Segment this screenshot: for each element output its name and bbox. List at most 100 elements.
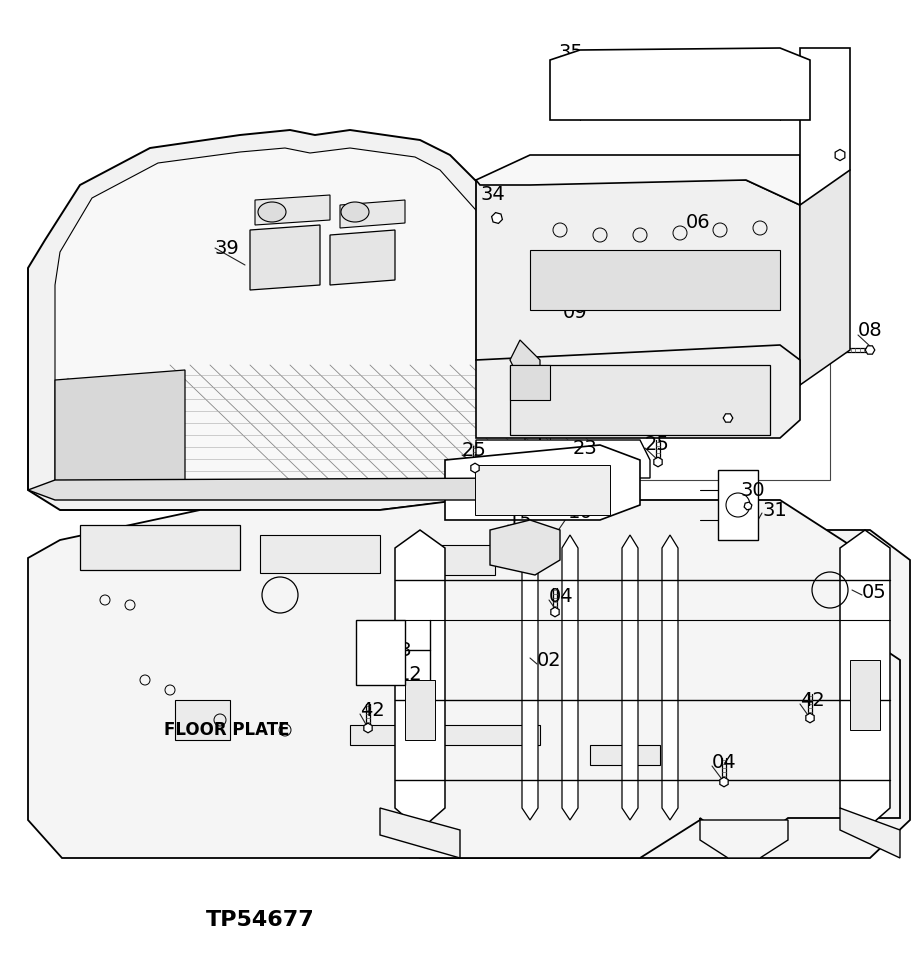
Text: 05: 05 <box>862 583 887 601</box>
Bar <box>405 545 495 575</box>
Polygon shape <box>662 535 678 820</box>
Polygon shape <box>60 416 76 430</box>
Polygon shape <box>145 454 161 468</box>
Polygon shape <box>77 454 93 468</box>
Bar <box>260 535 380 573</box>
Polygon shape <box>476 155 800 205</box>
Text: 13: 13 <box>388 641 413 659</box>
Text: 30: 30 <box>740 481 764 500</box>
Polygon shape <box>490 520 560 575</box>
Polygon shape <box>60 435 76 449</box>
Polygon shape <box>111 454 127 468</box>
Polygon shape <box>111 416 127 430</box>
Polygon shape <box>94 454 110 468</box>
Polygon shape <box>350 725 540 745</box>
Polygon shape <box>55 370 185 498</box>
Polygon shape <box>60 378 76 392</box>
Polygon shape <box>622 535 638 820</box>
Text: 42: 42 <box>360 701 384 720</box>
Polygon shape <box>476 180 800 385</box>
Polygon shape <box>128 416 144 430</box>
Polygon shape <box>60 397 76 411</box>
Text: 39: 39 <box>215 238 240 258</box>
Polygon shape <box>162 435 178 449</box>
Polygon shape <box>145 397 161 411</box>
Polygon shape <box>840 530 890 830</box>
Polygon shape <box>356 620 405 685</box>
Text: 04: 04 <box>549 587 573 605</box>
Text: 42: 42 <box>800 691 824 709</box>
Polygon shape <box>94 378 110 392</box>
Polygon shape <box>340 200 405 228</box>
Polygon shape <box>162 378 178 392</box>
Polygon shape <box>94 435 110 449</box>
Polygon shape <box>94 397 110 411</box>
Polygon shape <box>522 535 538 820</box>
Polygon shape <box>510 365 770 435</box>
Polygon shape <box>476 440 650 478</box>
Polygon shape <box>128 378 144 392</box>
Polygon shape <box>162 454 178 468</box>
Polygon shape <box>77 397 93 411</box>
Polygon shape <box>145 435 161 449</box>
Polygon shape <box>77 378 93 392</box>
Polygon shape <box>175 700 230 740</box>
Polygon shape <box>330 230 395 285</box>
Polygon shape <box>471 463 479 473</box>
Polygon shape <box>111 378 127 392</box>
Polygon shape <box>128 435 144 449</box>
Text: 35: 35 <box>558 42 582 62</box>
Text: 15: 15 <box>508 511 533 531</box>
Text: 16: 16 <box>568 503 593 521</box>
Polygon shape <box>551 607 559 617</box>
Polygon shape <box>719 777 729 786</box>
Polygon shape <box>380 530 910 858</box>
Polygon shape <box>718 470 758 540</box>
Polygon shape <box>445 445 640 520</box>
Polygon shape <box>491 212 502 224</box>
Text: 08: 08 <box>858 320 883 340</box>
Polygon shape <box>800 48 850 205</box>
Polygon shape <box>28 490 900 858</box>
Polygon shape <box>255 195 330 225</box>
Polygon shape <box>850 660 880 730</box>
Polygon shape <box>476 345 800 438</box>
Polygon shape <box>405 680 435 740</box>
Polygon shape <box>840 808 900 858</box>
Polygon shape <box>550 48 810 120</box>
Text: 34: 34 <box>480 185 505 205</box>
Polygon shape <box>562 535 578 820</box>
Text: 12: 12 <box>398 666 423 684</box>
Polygon shape <box>744 502 752 510</box>
Text: 23: 23 <box>573 438 598 457</box>
Text: 06: 06 <box>686 212 710 232</box>
Polygon shape <box>162 397 178 411</box>
Polygon shape <box>145 378 161 392</box>
Text: 04: 04 <box>712 753 737 771</box>
Polygon shape <box>510 365 550 400</box>
Polygon shape <box>364 723 373 732</box>
Polygon shape <box>94 416 110 430</box>
Polygon shape <box>128 397 144 411</box>
Polygon shape <box>723 414 733 422</box>
Text: FLOOR PLATE: FLOOR PLATE <box>164 721 289 739</box>
Polygon shape <box>60 454 76 468</box>
Polygon shape <box>28 478 540 500</box>
Polygon shape <box>800 155 850 385</box>
Text: 25: 25 <box>462 440 487 459</box>
Polygon shape <box>395 530 445 830</box>
Text: 34: 34 <box>816 119 841 137</box>
Bar <box>80 525 240 570</box>
Polygon shape <box>55 148 525 498</box>
Polygon shape <box>806 713 814 723</box>
Text: TP54677: TP54677 <box>205 910 314 930</box>
Text: 02: 02 <box>537 650 561 670</box>
Polygon shape <box>590 745 660 765</box>
Polygon shape <box>835 150 845 160</box>
Polygon shape <box>162 416 178 430</box>
Polygon shape <box>530 250 780 310</box>
Text: 25: 25 <box>645 434 670 454</box>
Text: 31: 31 <box>762 501 787 519</box>
Polygon shape <box>128 454 144 468</box>
Polygon shape <box>380 808 460 858</box>
